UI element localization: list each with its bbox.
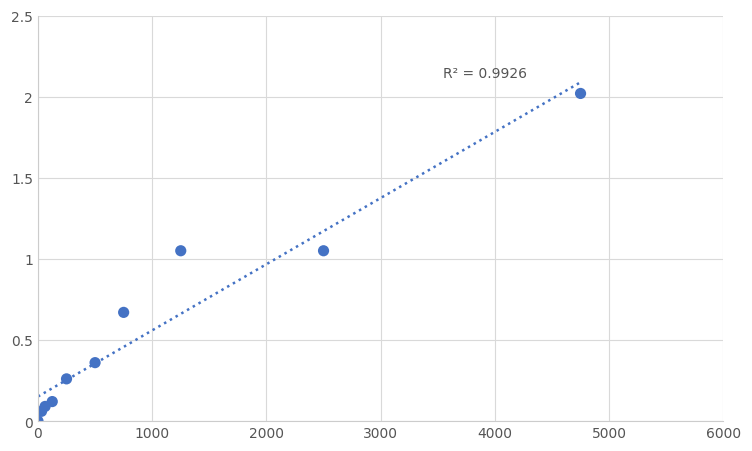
Point [46, 398, 58, 405]
Point [89, 359, 101, 367]
Point [60, 375, 72, 382]
Point [39, 403, 51, 410]
Point [35, 408, 47, 415]
Text: R² = 0.9926: R² = 0.9926 [444, 67, 527, 81]
Point [32, 418, 44, 425]
Point [317, 248, 329, 255]
Point [575, 91, 587, 98]
Point [117, 309, 129, 316]
Point [174, 248, 186, 255]
